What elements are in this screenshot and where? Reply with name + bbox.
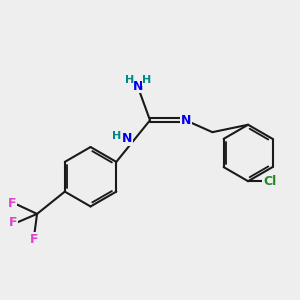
Text: H: H [112, 131, 122, 141]
Text: H: H [142, 75, 152, 85]
Text: N: N [122, 132, 132, 145]
Text: N: N [181, 114, 191, 127]
Text: F: F [8, 197, 16, 210]
Text: F: F [30, 233, 38, 246]
Text: N: N [133, 80, 143, 93]
Text: F: F [9, 216, 17, 229]
Text: H: H [124, 75, 134, 85]
Text: Cl: Cl [263, 175, 276, 188]
